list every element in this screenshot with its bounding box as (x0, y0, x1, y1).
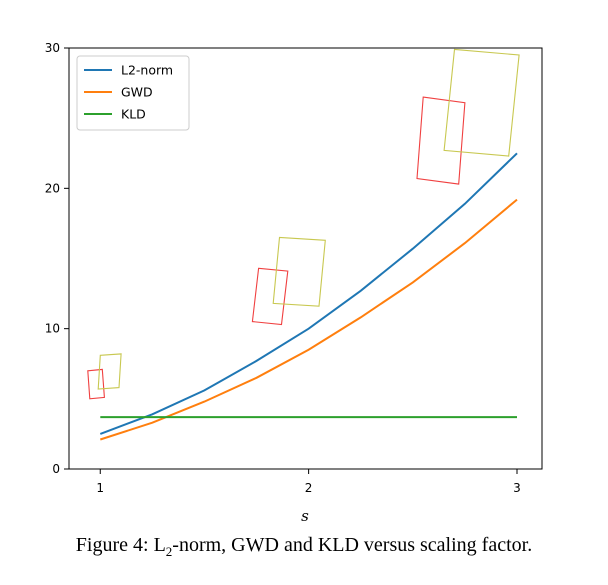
x-axis-label: s (301, 507, 309, 525)
box-annotation-1 (87, 368, 105, 400)
box-annotation-2 (97, 353, 122, 390)
y-tick-label-30: 30 (45, 41, 60, 55)
box-annotation-3 (251, 267, 289, 326)
y-tick-label-0: 0 (52, 462, 60, 476)
box-annotations (87, 48, 520, 400)
x-tick-label-1: 1 (96, 481, 104, 495)
legend-label-gwd: GWD (121, 85, 153, 100)
y-tick-label-20: 20 (45, 181, 60, 195)
caption-prefix: Figure 4: L (75, 534, 166, 556)
figure-caption: Figure 4: L2-norm, GWD and KLD versus sc… (0, 534, 608, 560)
box-annotation-6 (443, 48, 520, 157)
series-line-l2-norm (99, 152, 518, 435)
series-line-gwd (99, 198, 518, 441)
legend-frame (76, 55, 190, 131)
plot-frame (68, 47, 543, 470)
legend-label-kld: KLD (121, 107, 146, 122)
y-tick-label-10: 10 (45, 322, 60, 336)
series-lines (99, 152, 518, 441)
caption-suffix: -norm, GWD and KLD versus scaling factor… (172, 534, 533, 556)
legend: L2-norm GWD KLD (76, 55, 190, 131)
box-annotation-4 (272, 236, 326, 307)
caption-subscript: 2 (165, 544, 173, 559)
legend-label-l2-norm: L2-norm (121, 63, 173, 78)
x-tick-label-3: 3 (513, 481, 521, 495)
box-annotation-5 (416, 96, 466, 185)
x-tick-label-2: 2 (305, 481, 313, 495)
